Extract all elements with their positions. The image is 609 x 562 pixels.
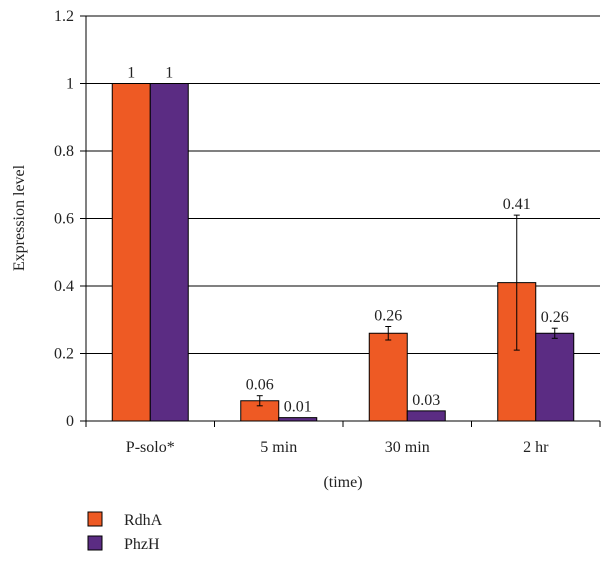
legend-swatch-rdha	[87, 511, 103, 527]
legend: RdhA PhzH	[87, 511, 163, 553]
x-axis-title: (time)	[323, 474, 362, 491]
axes: 0 0.2 0.4 0.6 0.8 1 1.2 P-solo* 5 min 30 min 2 hr	[54, 8, 601, 456]
y-tick-label: 1.2	[54, 8, 74, 25]
x-tick-label: P-solo*	[126, 439, 175, 456]
x-tick-label: 5 min	[260, 439, 297, 456]
y-tick-label: 0.8	[54, 143, 74, 160]
y-tick-label: 0.6	[54, 211, 74, 228]
data-label: 0.06	[246, 377, 274, 394]
data-label: 0.01	[284, 399, 312, 416]
data-label: 0.03	[412, 392, 440, 409]
bar-phzh	[535, 332, 575, 422]
legend-label-rdha: RdhA	[124, 512, 163, 529]
labels: 1 1 0.06 0.01 0.26 0.03 0.41 0.26	[127, 65, 569, 416]
y-axis-title: Expression level	[11, 164, 28, 271]
bar-phzh	[149, 83, 189, 422]
data-label: 1	[127, 65, 135, 82]
bar-rdha	[111, 83, 151, 422]
x-tick-label: 2 hr	[523, 439, 549, 456]
bar-phzh	[278, 417, 318, 422]
legend-swatch-phzh	[87, 535, 103, 551]
y-tick-label: 0.2	[54, 346, 74, 363]
y-tick-label: 1	[66, 76, 74, 93]
data-label: 0.26	[541, 309, 569, 326]
bar-phzh	[406, 410, 446, 422]
data-label: 1	[165, 65, 173, 82]
legend-label-phzh: PhzH	[124, 536, 160, 553]
bar-rdha	[368, 332, 408, 422]
bars	[111, 83, 575, 422]
data-label: 0.41	[503, 196, 531, 213]
y-tick-label: 0	[66, 413, 74, 430]
y-tick-label: 0.4	[54, 278, 74, 295]
x-tick-label: 30 min	[385, 439, 430, 456]
data-label: 0.26	[374, 308, 402, 325]
